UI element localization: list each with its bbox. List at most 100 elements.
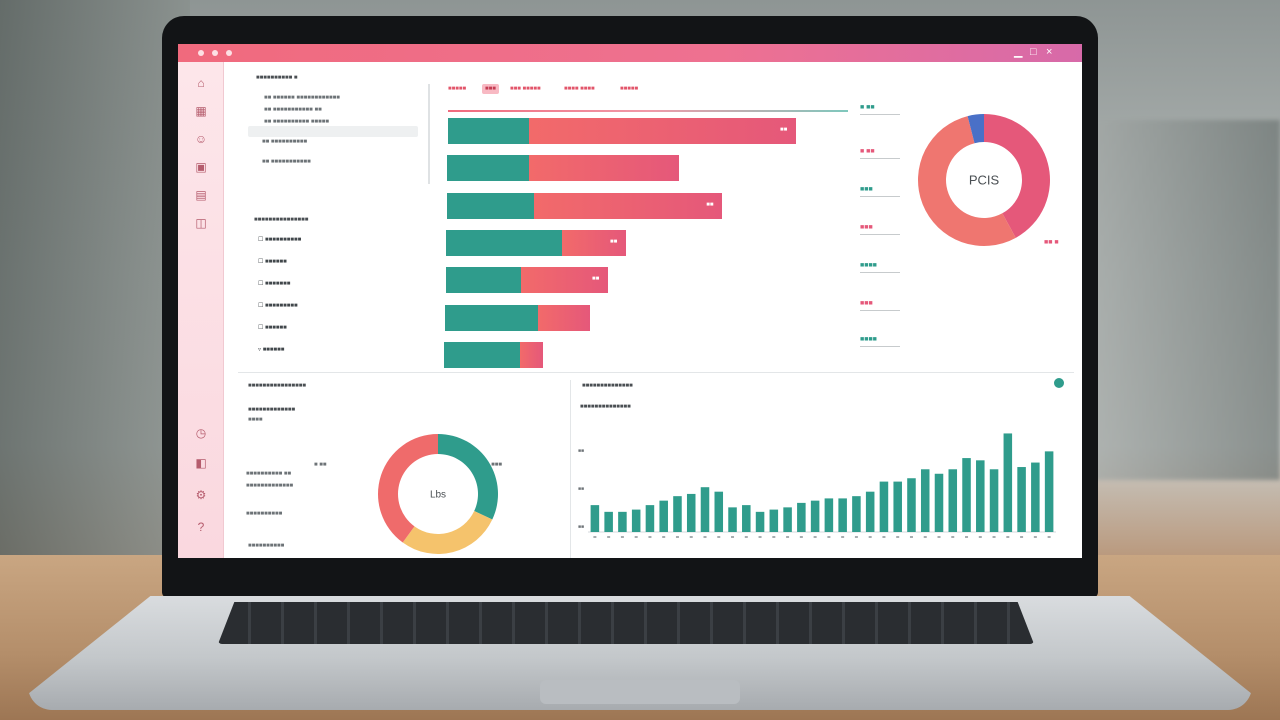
vertical-bar[interactable] <box>838 498 847 532</box>
tree-item[interactable]: ■■ ■■■■■■■■■■■ <box>262 159 311 165</box>
tree-scrollbar[interactable] <box>428 84 430 184</box>
vertical-bar[interactable] <box>962 458 971 532</box>
vertical-bar[interactable] <box>907 478 916 532</box>
bar-row[interactable]: ■■ <box>445 267 608 294</box>
tab-5[interactable]: ■■■■■ <box>620 86 639 92</box>
donut-slice[interactable] <box>984 114 1050 238</box>
help-icon[interactable]: ? <box>197 520 205 534</box>
bar-segment-teal <box>445 304 538 331</box>
donut-center-label: Lbs <box>430 489 446 500</box>
tree-item[interactable]: ■■ ■■■■■■■■■■■ ■■ <box>264 107 322 113</box>
vertical-bar[interactable] <box>645 505 655 532</box>
vertical-bar[interactable] <box>659 500 668 532</box>
tab-1[interactable]: ■■■■■ <box>448 86 467 92</box>
bar-value-label: ■■ <box>780 127 788 133</box>
filter-item[interactable]: ☐ ■■■■■■ <box>258 325 287 331</box>
vertical-bar[interactable] <box>824 498 834 532</box>
home-icon[interactable]: ⌂ <box>197 76 205 90</box>
user-dot-icon[interactable] <box>212 50 218 56</box>
tab-2[interactable]: ■■■ <box>482 84 499 94</box>
vertical-bar[interactable] <box>686 493 696 532</box>
vertical-bar[interactable] <box>755 511 765 532</box>
donut-slice[interactable] <box>402 511 493 554</box>
minimize-icon[interactable]: ▁ <box>1014 46 1023 58</box>
home-dot-icon[interactable] <box>198 50 204 56</box>
tab-4[interactable]: ■■■■ ■■■■ <box>564 86 595 92</box>
vertical-bar[interactable] <box>673 496 682 532</box>
donut-slice[interactable] <box>967 114 984 144</box>
close-icon[interactable]: × <box>1046 46 1053 58</box>
vertical-bar[interactable] <box>604 511 613 532</box>
donut-slice[interactable] <box>378 434 438 543</box>
tree-item[interactable]: ■■ ■■■■■■ ■■■■■■■■■■■■ <box>264 95 340 101</box>
chart-icon[interactable]: ◷ <box>195 426 207 440</box>
x-tick <box>772 536 776 538</box>
vertical-bar[interactable] <box>810 500 820 532</box>
vertical-bar[interactable] <box>700 487 710 532</box>
vertical-bar[interactable] <box>1044 451 1054 532</box>
x-tick <box>689 536 693 538</box>
vertical-bar[interactable] <box>728 507 737 532</box>
vertical-bar[interactable] <box>934 473 944 532</box>
vertical-bar[interactable] <box>714 491 724 532</box>
vertical-bar[interactable] <box>948 469 958 532</box>
x-tick <box>607 536 611 538</box>
vertical-bar[interactable] <box>879 481 889 532</box>
x-tick <box>717 536 721 538</box>
bar-segment-teal <box>448 118 530 144</box>
vertical-bar[interactable] <box>797 502 806 532</box>
bar-value-label: ■■ <box>609 238 618 245</box>
tree-item[interactable]: ■■ ■■■■■■■■■■ ■■■■■ <box>264 119 329 125</box>
user-icon[interactable]: ☺ <box>194 132 208 146</box>
filter-item[interactable]: ☐ ■■■■■■■■■ <box>258 303 298 309</box>
tab-3[interactable]: ■■■ ■■■■■ <box>510 86 541 92</box>
layers-icon[interactable]: ◫ <box>195 216 207 230</box>
filter-item[interactable]: ☐ ■■■■■■ <box>258 259 287 265</box>
settings-icon[interactable]: ⚙ <box>195 488 207 502</box>
vertical-bar[interactable] <box>1003 433 1013 532</box>
legend-entry: ■■■■ <box>860 336 877 343</box>
filter-item[interactable]: ▿ ■■■■■■ <box>258 347 285 353</box>
bar-row[interactable] <box>447 155 680 182</box>
filter-label: ■■■■■■ <box>262 347 285 353</box>
tree-heading: ■■■■■■■■■■ ■ <box>256 75 298 81</box>
bar-row[interactable]: ■■ <box>446 229 626 256</box>
refresh-icon[interactable] <box>1054 378 1064 388</box>
message-icon[interactable]: ◧ <box>195 456 207 470</box>
folder-icon[interactable]: ▤ <box>195 188 207 202</box>
vertical-bar[interactable] <box>893 481 902 532</box>
donut-slice[interactable] <box>438 434 498 520</box>
bar-row[interactable] <box>445 304 590 331</box>
bar-row[interactable]: ■■ <box>446 192 723 219</box>
bar-segment-coral <box>537 304 590 331</box>
vertical-bar[interactable] <box>976 460 985 532</box>
vertical-bar[interactable] <box>1017 467 1026 532</box>
vertical-bar[interactable] <box>852 496 861 532</box>
vertical-bar[interactable] <box>1031 462 1040 532</box>
filter-item[interactable]: ☐ ■■■■■■■ <box>258 281 291 287</box>
donut-slice-label: ■■ ■ <box>1044 239 1059 246</box>
vertical-bar[interactable] <box>618 511 627 532</box>
settings-dot-icon[interactable] <box>226 50 232 56</box>
donut-slice[interactable] <box>918 116 1016 246</box>
vertical-bar[interactable] <box>783 507 792 532</box>
bar-row[interactable]: ■■ <box>448 118 796 144</box>
grid-icon[interactable]: ▦ <box>195 104 207 118</box>
donut-slice-label: ■■■ <box>491 462 502 468</box>
maximize-icon[interactable]: □ <box>1030 46 1037 58</box>
legend-rule <box>860 346 900 347</box>
x-tick <box>620 536 624 538</box>
bar-row[interactable] <box>444 341 543 368</box>
vertical-bar[interactable] <box>920 469 930 532</box>
vertical-bar[interactable] <box>865 491 875 532</box>
vertical-bar[interactable] <box>769 509 779 532</box>
x-tick <box>731 536 735 538</box>
tree-item[interactable]: ■■ ■■■■■■■■■■ <box>262 139 308 145</box>
vertical-bar[interactable] <box>989 469 999 532</box>
vertical-bar[interactable] <box>631 509 641 532</box>
filter-item[interactable]: ☐ ■■■■■■■■■■ <box>258 237 302 243</box>
vertical-bar[interactable] <box>742 505 751 532</box>
vertical-bar[interactable] <box>590 505 600 532</box>
lock-icon[interactable]: ▣ <box>195 160 207 174</box>
bottom-left-title: ■■■■■■■■■■■■■ <box>248 407 296 413</box>
